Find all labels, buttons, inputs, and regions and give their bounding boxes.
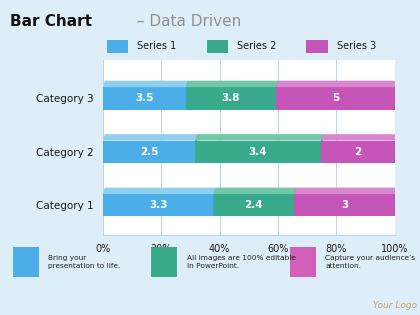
Bar [151, 247, 177, 277]
Text: Series 2: Series 2 [237, 41, 276, 51]
Bar [214, 194, 294, 216]
Polygon shape [214, 188, 215, 216]
Bar [276, 87, 395, 110]
Bar [294, 194, 395, 216]
Text: 3.3: 3.3 [149, 200, 168, 210]
Text: 3.4: 3.4 [249, 147, 268, 157]
Bar [207, 40, 228, 53]
Text: 3: 3 [341, 200, 348, 210]
Text: – Data Driven: – Data Driven [132, 14, 241, 29]
Polygon shape [294, 188, 296, 216]
Bar [321, 140, 395, 163]
Polygon shape [321, 134, 323, 163]
Polygon shape [103, 81, 188, 87]
Text: Capture your audience’s
attention.: Capture your audience’s attention. [326, 255, 415, 269]
Polygon shape [395, 188, 396, 216]
Text: 3.8: 3.8 [222, 93, 240, 103]
Text: Bring your
presentation to life.: Bring your presentation to life. [48, 255, 121, 269]
Text: Bar Chart: Bar Chart [10, 14, 92, 29]
Polygon shape [103, 134, 197, 140]
Polygon shape [294, 188, 396, 194]
Bar [107, 40, 128, 53]
Text: 5: 5 [332, 93, 339, 103]
Bar [195, 140, 321, 163]
Polygon shape [186, 81, 278, 87]
Text: Series 3: Series 3 [337, 41, 376, 51]
Bar [290, 247, 316, 277]
Polygon shape [214, 188, 296, 194]
Polygon shape [395, 81, 396, 110]
Bar [103, 87, 186, 110]
Polygon shape [395, 134, 396, 163]
Text: All images are 100% editable
in PowerPoint.: All images are 100% editable in PowerPoi… [187, 255, 296, 269]
Polygon shape [276, 81, 278, 110]
Bar [103, 140, 195, 163]
Bar [186, 87, 276, 110]
Text: 2.4: 2.4 [244, 200, 263, 210]
Bar [13, 247, 39, 277]
Bar [307, 40, 328, 53]
Polygon shape [103, 188, 215, 194]
Text: Series 1: Series 1 [137, 41, 176, 51]
Polygon shape [276, 81, 396, 87]
Polygon shape [195, 134, 323, 140]
Text: 3.5: 3.5 [135, 93, 154, 103]
Text: 2: 2 [354, 147, 362, 157]
Text: 2.5: 2.5 [140, 147, 158, 157]
Polygon shape [321, 134, 396, 140]
Polygon shape [186, 81, 188, 110]
Text: Your Logo: Your Logo [373, 301, 417, 310]
Bar [103, 194, 214, 216]
Polygon shape [195, 134, 197, 163]
